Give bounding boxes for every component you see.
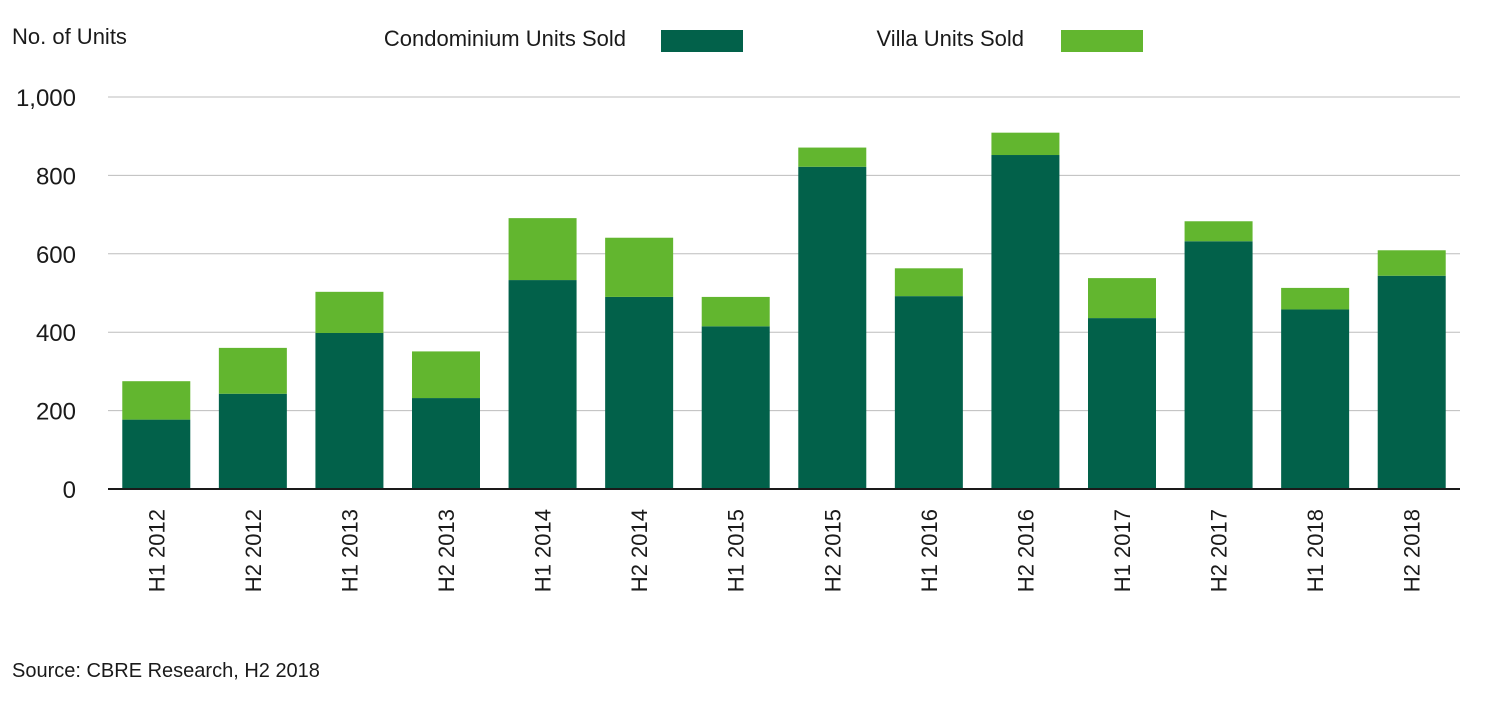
- bar-condominium: [701, 326, 770, 489]
- y-tick-label: 600: [36, 242, 76, 269]
- bar-villa: [605, 237, 674, 297]
- bar-villa: [315, 291, 384, 333]
- y-axis-ticks: 0 200 400 600 800 1,000: [16, 85, 76, 504]
- bar-condominium: [798, 166, 867, 489]
- x-tick-label: H1 2016: [917, 509, 942, 592]
- y-tick-label: 400: [36, 320, 76, 347]
- bar-villa: [894, 268, 963, 297]
- bar-villa: [508, 218, 577, 281]
- x-tick-label: H2 2014: [627, 509, 652, 592]
- legend-label-villa: Villa Units Sold: [876, 26, 1024, 51]
- x-tick-label: H2 2015: [820, 509, 845, 592]
- x-tick-label: H2 2017: [1207, 509, 1232, 592]
- bar-villa: [218, 347, 287, 394]
- x-tick-label: H2 2012: [241, 509, 266, 592]
- legend: Condominium Units Sold Villa Units Sold: [384, 26, 1143, 52]
- y-tick-label: 200: [36, 399, 76, 426]
- gridlines: [108, 96, 1460, 412]
- x-axis-ticks: H1 2012 H2 2012 H1 2013 H2 2013 H1 2014 H2 20…: [144, 509, 1424, 592]
- bar-condominium: [605, 296, 674, 489]
- y-axis-title: No. of Units: [12, 24, 127, 49]
- y-tick-label: 1,000: [16, 85, 76, 112]
- x-tick-label: H1 2018: [1303, 509, 1328, 592]
- y-tick-label: 800: [36, 163, 76, 190]
- bar-condominium: [1184, 241, 1253, 489]
- bar-condominium: [894, 296, 963, 489]
- bar-condominium: [991, 155, 1060, 490]
- bars: [122, 132, 1446, 490]
- bar-condominium: [218, 393, 287, 489]
- bar-villa: [1088, 278, 1156, 319]
- legend-label-condominium: Condominium Units Sold: [384, 26, 626, 51]
- x-tick-label: H2 2016: [1013, 509, 1038, 592]
- bar-villa: [1377, 250, 1446, 276]
- bar-condominium: [1281, 309, 1350, 489]
- source-note: Source: CBRE Research, H2 2018: [12, 660, 320, 682]
- x-tick-label: H2 2013: [434, 509, 459, 592]
- x-tick-label: H2 2018: [1400, 509, 1425, 592]
- x-tick-label: H1 2012: [144, 509, 169, 592]
- bar-condominium: [508, 280, 577, 489]
- bar-condominium: [412, 398, 480, 489]
- bar-villa: [701, 296, 770, 327]
- bar-villa: [798, 147, 867, 167]
- bar-villa: [1281, 287, 1350, 310]
- x-tick-label: H1 2015: [724, 509, 749, 592]
- bar-condominium: [315, 332, 384, 489]
- bar-condominium: [1377, 275, 1446, 489]
- bar-condominium: [1088, 318, 1156, 489]
- bar-villa: [991, 132, 1060, 156]
- legend-swatch-villa: [1061, 30, 1143, 52]
- bar-villa: [1184, 221, 1253, 242]
- bar-villa: [122, 381, 191, 420]
- bar-villa: [412, 351, 480, 399]
- y-tick-label: 0: [63, 477, 76, 504]
- legend-swatch-condominium: [661, 30, 743, 52]
- x-tick-label: H1 2013: [337, 509, 362, 592]
- x-tick-label: H1 2017: [1110, 509, 1135, 592]
- bar-condominium: [122, 419, 191, 489]
- x-tick-label: H1 2014: [531, 509, 556, 592]
